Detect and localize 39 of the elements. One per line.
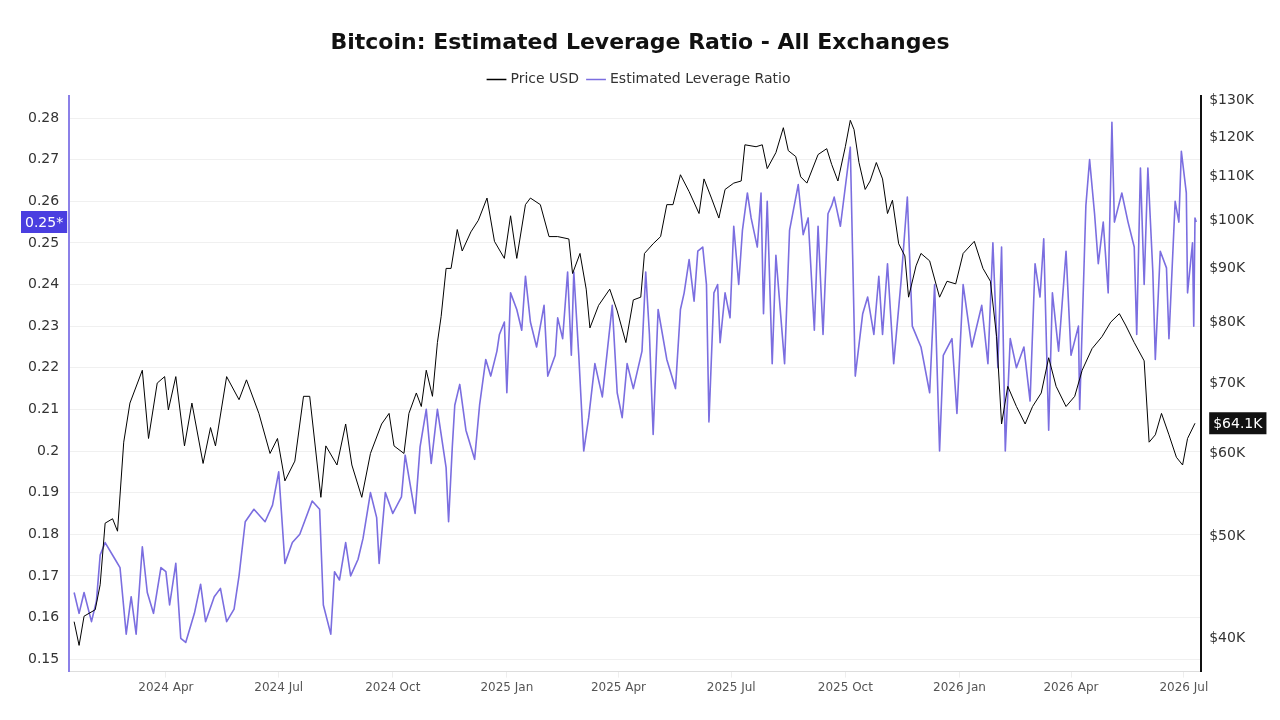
y-tick-label: 0.19 [28,483,60,500]
y-tick-label: 0.26 [28,191,60,208]
x-tick-label: 2026 Jul [1159,679,1209,694]
x-tick-label: 2025 Jul [706,679,756,694]
y2-tick-label: $60K [1209,444,1246,461]
y2-tick-label: $120K [1209,127,1255,144]
x-tick-label: 2025 Oct [817,679,874,694]
chart-title: Bitcoin: Estimated Leverage Ratio - All Exchanges [330,28,950,54]
y-tick-label: 0.16 [28,608,60,625]
y-tick-label: 0.25 [28,233,60,250]
y2-tick-label: $80K [1209,312,1246,329]
x-tick-label: 2024 Oct [365,679,421,694]
y-tick-label: 0.27 [28,150,60,167]
text: 0.25* [25,213,64,230]
y2-tick-label: $130K [1209,91,1255,108]
y-tick-label: 0.17 [28,566,60,583]
y-tick-label: 0.22 [28,358,60,375]
x-tick-label: 2025 Jan [480,679,534,694]
y-tick-label: 0.2 [36,441,60,458]
y-tick-label: 0.24 [28,275,60,292]
legend-label: Price USD [510,70,580,87]
x-tick-label: 2026 Apr [1043,679,1099,694]
y2-tick-label: $40K [1209,629,1246,646]
y2-tick-label: $100K [1209,210,1255,227]
y-tick-label: 0.18 [28,524,60,541]
y-tick-label: 0.15 [28,649,60,666]
y-tick-label: 0.21 [28,400,60,417]
y2-tick-label: $90K [1209,259,1246,276]
x-tick-label: 2024 Apr [138,679,194,694]
x-tick-label: 2024 Jul [254,679,304,694]
legend-label: Estimated Leverage Ratio [610,70,791,87]
y-tick-label: 0.23 [28,316,60,333]
x-tick-label: 2025 Apr [590,679,647,694]
x-tick-label: 2026 Jan [932,679,986,694]
y2-tick-label: $50K [1209,527,1246,544]
y2-tick-label: $110K [1209,167,1255,184]
y-tick-label: 0.28 [28,108,60,125]
text: $64.1K [1213,414,1264,431]
y2-tick-label: $70K [1209,373,1246,390]
